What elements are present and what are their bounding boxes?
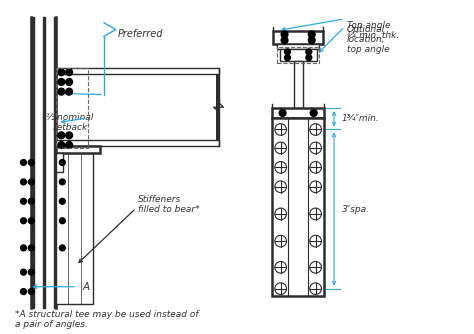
Bar bbox=[56, 68, 219, 74]
Circle shape bbox=[20, 179, 27, 185]
Circle shape bbox=[66, 69, 73, 75]
Circle shape bbox=[20, 269, 27, 275]
Circle shape bbox=[58, 78, 65, 85]
Circle shape bbox=[310, 110, 317, 116]
Circle shape bbox=[59, 198, 65, 204]
Circle shape bbox=[58, 88, 65, 95]
Circle shape bbox=[284, 55, 291, 60]
Circle shape bbox=[59, 218, 65, 224]
Bar bbox=[56, 153, 93, 304]
Circle shape bbox=[281, 37, 288, 44]
Text: Preferred: Preferred bbox=[118, 29, 163, 39]
Circle shape bbox=[20, 245, 27, 251]
Circle shape bbox=[58, 132, 65, 139]
Bar bbox=[216, 74, 219, 140]
Circle shape bbox=[28, 289, 34, 295]
Text: *A structural tee may be used instead of
a pair of angles.: *A structural tee may be used instead of… bbox=[15, 310, 198, 329]
Circle shape bbox=[28, 198, 34, 204]
Bar bbox=[280, 49, 317, 60]
Circle shape bbox=[28, 269, 34, 275]
Circle shape bbox=[59, 160, 65, 165]
Bar bbox=[56, 153, 64, 172]
Circle shape bbox=[66, 88, 73, 95]
Text: A: A bbox=[82, 282, 90, 292]
Circle shape bbox=[28, 179, 34, 185]
Bar bbox=[31, 17, 34, 308]
Circle shape bbox=[20, 289, 27, 295]
Circle shape bbox=[20, 160, 27, 165]
Circle shape bbox=[306, 55, 312, 60]
Bar bbox=[43, 17, 45, 308]
Circle shape bbox=[66, 142, 73, 148]
Circle shape bbox=[59, 245, 65, 251]
Circle shape bbox=[281, 31, 288, 38]
Circle shape bbox=[20, 198, 27, 204]
Bar bbox=[56, 68, 88, 148]
Bar bbox=[31, 17, 56, 308]
Circle shape bbox=[66, 78, 73, 85]
Circle shape bbox=[308, 37, 315, 44]
Text: Top angle
¼″min. thk.: Top angle ¼″min. thk. bbox=[346, 21, 399, 40]
Circle shape bbox=[28, 245, 34, 251]
Circle shape bbox=[306, 49, 312, 55]
Circle shape bbox=[20, 218, 27, 224]
Text: 3″spa.: 3″spa. bbox=[342, 204, 370, 213]
Bar bbox=[273, 30, 323, 44]
Bar bbox=[277, 44, 319, 49]
Circle shape bbox=[66, 132, 73, 139]
Circle shape bbox=[28, 160, 34, 165]
Circle shape bbox=[28, 218, 34, 224]
Circle shape bbox=[59, 179, 65, 185]
Text: ½″nominal
setback: ½″nominal setback bbox=[46, 113, 94, 132]
Bar bbox=[272, 118, 324, 296]
Text: 1¾″min.: 1¾″min. bbox=[342, 114, 380, 123]
Circle shape bbox=[284, 49, 291, 55]
Bar bbox=[294, 60, 303, 118]
Text: Optional
location,
top angle: Optional location, top angle bbox=[346, 25, 389, 54]
Bar bbox=[54, 17, 56, 308]
Circle shape bbox=[308, 31, 315, 38]
Circle shape bbox=[279, 110, 286, 116]
Circle shape bbox=[58, 69, 65, 75]
Bar bbox=[56, 140, 219, 146]
Circle shape bbox=[58, 142, 65, 148]
Bar bbox=[277, 47, 319, 62]
Text: Stiffeners
filled to bear*: Stiffeners filled to bear* bbox=[138, 194, 200, 214]
Bar bbox=[272, 108, 324, 118]
Bar bbox=[56, 146, 100, 153]
